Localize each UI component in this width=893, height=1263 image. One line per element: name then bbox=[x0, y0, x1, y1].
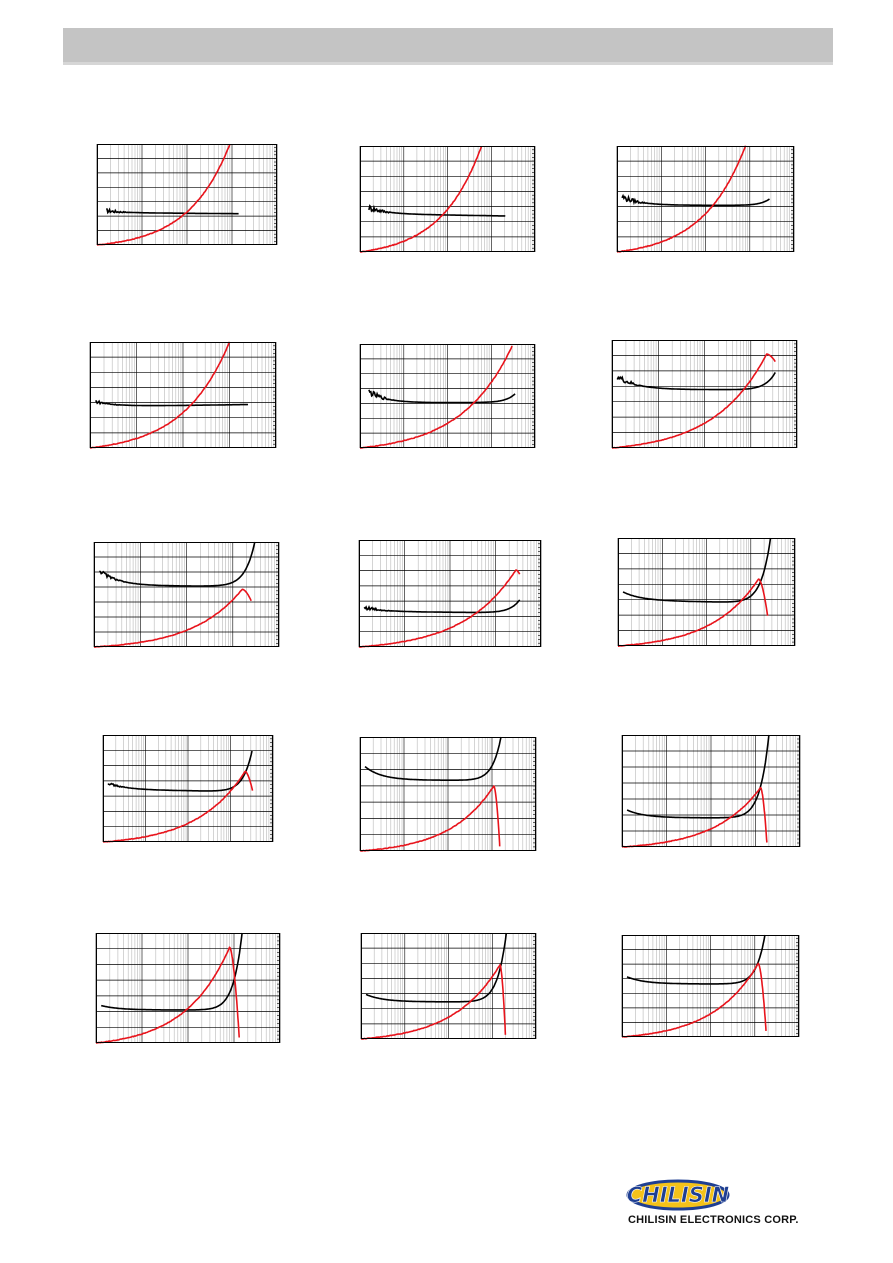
q-factor-curve bbox=[618, 578, 769, 647]
chart-frame bbox=[360, 146, 535, 252]
company-logo: CHILISIN bbox=[626, 1176, 831, 1236]
inductance-curve bbox=[95, 399, 249, 407]
chart-1 bbox=[96, 143, 278, 246]
inductance-curve bbox=[99, 541, 256, 587]
chart-frame bbox=[96, 933, 280, 1043]
inductance-curve bbox=[363, 599, 521, 614]
chart-12 bbox=[621, 734, 801, 848]
chart-3 bbox=[616, 145, 795, 253]
inductance-curve bbox=[368, 389, 516, 404]
chart-7 bbox=[93, 541, 280, 648]
chart-9 bbox=[617, 537, 796, 647]
inductance-curve bbox=[106, 207, 239, 215]
q-factor-curve bbox=[621, 962, 767, 1038]
inductance-curve bbox=[626, 734, 770, 819]
chart-15 bbox=[621, 934, 800, 1038]
inductance-curve bbox=[616, 371, 776, 391]
header-band bbox=[63, 28, 833, 62]
chart-8 bbox=[358, 540, 542, 648]
logo-ring-icon bbox=[626, 1179, 730, 1211]
inductance-curve bbox=[101, 932, 243, 1011]
q-factor-curve bbox=[102, 770, 254, 843]
chart-frame bbox=[359, 540, 541, 647]
q-factor-curve bbox=[616, 145, 747, 253]
inductance-curve bbox=[368, 204, 506, 217]
inductance-curve bbox=[626, 934, 766, 985]
chart-frame bbox=[90, 342, 276, 448]
chart-11 bbox=[359, 736, 537, 852]
q-factor-curve bbox=[621, 786, 768, 848]
chart-frame bbox=[97, 144, 277, 245]
inductance-curve bbox=[365, 932, 508, 1003]
inductance-curve bbox=[622, 537, 772, 603]
chart-13 bbox=[95, 932, 281, 1044]
inductance-curve bbox=[364, 736, 502, 782]
q-factor-curve bbox=[611, 353, 776, 449]
inductance-curve bbox=[621, 193, 770, 207]
chart-4 bbox=[89, 341, 277, 449]
chart-frame bbox=[618, 538, 795, 646]
chart-frame bbox=[612, 340, 797, 448]
q-factor-curve bbox=[96, 143, 231, 246]
company-name: CHILISIN ELECTRONICS CORP. bbox=[628, 1214, 799, 1226]
q-factor-curve bbox=[95, 946, 240, 1044]
chart-10 bbox=[102, 735, 274, 843]
chart-frame bbox=[622, 735, 800, 847]
q-factor-curve bbox=[360, 963, 507, 1040]
inductance-curve bbox=[107, 750, 253, 792]
q-factor-curve bbox=[93, 588, 252, 648]
chart-frame bbox=[360, 737, 536, 851]
chart-frame bbox=[103, 735, 273, 842]
q-factor-curve bbox=[89, 341, 231, 449]
chart-2 bbox=[359, 146, 536, 253]
chart-6 bbox=[611, 340, 798, 449]
chart-5 bbox=[359, 344, 536, 449]
q-factor-curve bbox=[359, 785, 501, 852]
chart-frame bbox=[94, 542, 279, 647]
q-factor-curve bbox=[359, 345, 513, 449]
chart-14 bbox=[360, 932, 537, 1040]
q-factor-curve bbox=[358, 569, 521, 648]
chart-frame bbox=[360, 344, 535, 448]
header-rule bbox=[63, 62, 833, 65]
chart-frame bbox=[617, 146, 794, 252]
chart-frame bbox=[361, 933, 536, 1039]
chart-frame bbox=[622, 935, 799, 1037]
logo-text: CHILISIN bbox=[627, 1183, 730, 1207]
q-factor-curve bbox=[359, 146, 483, 253]
